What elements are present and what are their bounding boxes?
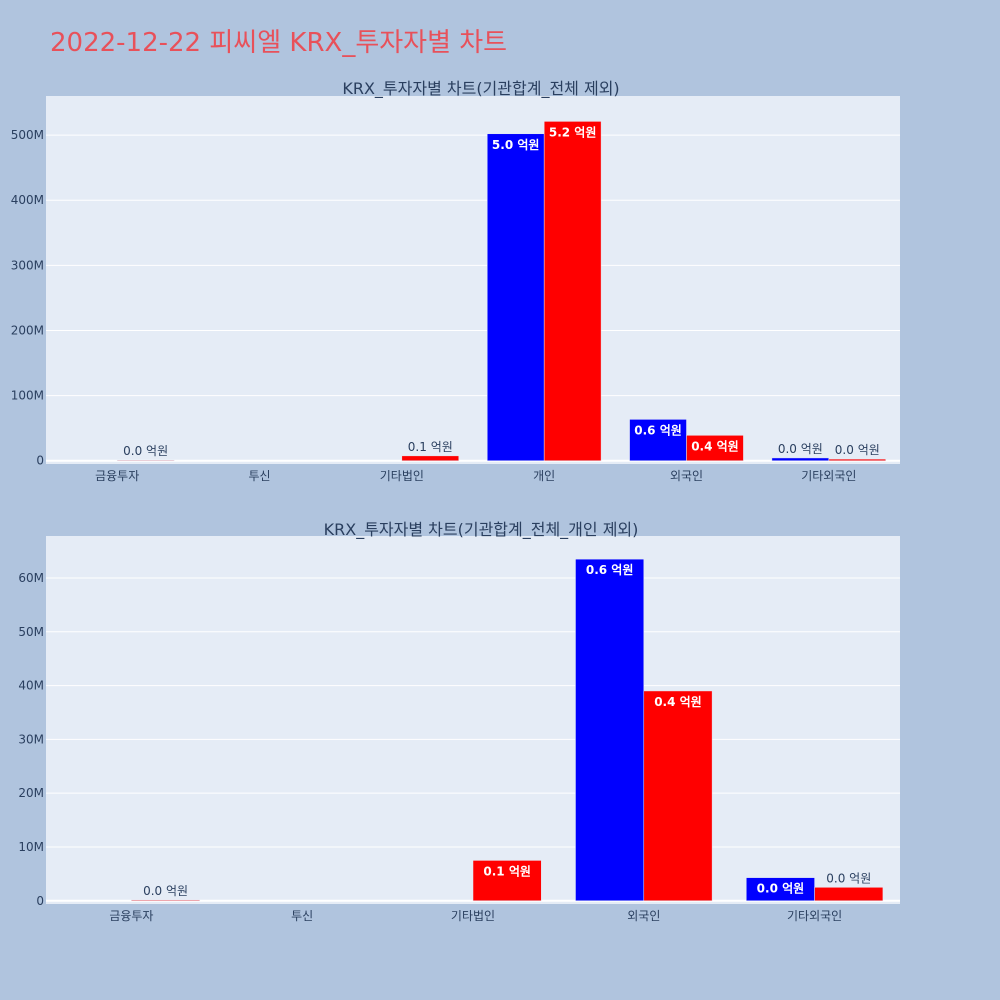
y-tick-label-0-3: 300M xyxy=(11,258,44,272)
y-tick-label-1-3: 30M xyxy=(18,732,44,746)
bar-0-1-0 xyxy=(116,459,175,461)
chart-title-1: KRX_투자자별 차트(기관합계_전체_개인 제외) xyxy=(324,520,639,540)
data-label-1-1-4: 0.0 억원 xyxy=(826,871,871,885)
plot-area-0 xyxy=(46,96,900,464)
bar-0-1-3 xyxy=(543,121,602,461)
x-tick-label-1-0: 금융투자 xyxy=(109,909,153,923)
y-tick-label-0-2: 200M xyxy=(11,323,44,337)
data-label-1-0-3: 0.6 억원 xyxy=(586,563,634,577)
x-tick-label-0-3: 개인 xyxy=(533,469,555,483)
plot-area-1 xyxy=(46,536,900,904)
x-tick-label-1-4: 기타외국인 xyxy=(787,909,842,923)
bar-1-1-3 xyxy=(643,690,713,902)
page-title: 2022-12-22 피씨엘 KRX_투자자별 차트 xyxy=(50,28,508,58)
y-tick-label-0-4: 400M xyxy=(11,193,44,207)
y-tick-label-1-1: 10M xyxy=(18,840,44,854)
bar-1-1-4 xyxy=(814,887,884,902)
y-tick-label-1-5: 50M xyxy=(18,625,44,639)
x-tick-label-0-1: 투신 xyxy=(248,469,270,483)
bar-0-1-4 xyxy=(686,435,744,461)
bar-1-0-3 xyxy=(575,558,645,902)
data-label-0-1-2: 0.1 억원 xyxy=(408,440,453,454)
data-label-1-1-3: 0.4 억원 xyxy=(654,695,702,709)
data-label-1-1-0: 0.0 억원 xyxy=(143,884,188,898)
data-label-0-1-3: 5.2 억원 xyxy=(549,125,597,139)
bar-1-1-2 xyxy=(472,860,542,902)
x-tick-label-1-3: 외국인 xyxy=(627,909,660,923)
chart-title-0: KRX_투자자별 차트(기관합계_전체 제외) xyxy=(342,79,619,99)
bar-0-0-5 xyxy=(771,457,830,461)
y-tick-label-0-1: 100M xyxy=(11,389,44,403)
x-tick-label-1-2: 기타법인 xyxy=(451,909,495,923)
x-tick-label-0-4: 외국인 xyxy=(670,469,703,483)
data-label-0-0-4: 0.6 억원 xyxy=(634,423,682,437)
data-label-1-1-2: 0.1 억원 xyxy=(483,864,531,878)
x-tick-label-0-5: 기타외국인 xyxy=(801,469,856,483)
y-tick-label-1-2: 20M xyxy=(18,786,44,800)
bar-0-0-3 xyxy=(486,133,545,461)
data-label-0-1-5: 0.0 억원 xyxy=(835,443,880,457)
bar-0-1-2 xyxy=(401,455,460,461)
bar-0-1-5 xyxy=(828,458,887,461)
y-tick-label-1-0: 0 xyxy=(36,894,44,908)
y-tick-label-0-0: 0 xyxy=(36,454,44,468)
y-tick-label-1-6: 60M xyxy=(18,571,44,585)
data-label-0-1-0: 0.0 억원 xyxy=(123,444,168,458)
y-tick-label-1-4: 40M xyxy=(18,679,44,693)
bar-1-1-0 xyxy=(131,899,200,902)
x-tick-label-0-0: 금융투자 xyxy=(95,469,139,483)
y-tick-label-0-5: 500M xyxy=(11,128,44,142)
data-label-0-0-3: 5.0 억원 xyxy=(492,138,540,152)
data-label-0-1-4: 0.4 억원 xyxy=(691,439,739,453)
data-label-0-0-5: 0.0 억원 xyxy=(778,442,823,456)
data-label-1-0-4: 0.0 억원 xyxy=(757,882,805,896)
x-tick-label-1-1: 투신 xyxy=(291,909,313,923)
x-tick-label-0-2: 기타법인 xyxy=(380,469,424,483)
